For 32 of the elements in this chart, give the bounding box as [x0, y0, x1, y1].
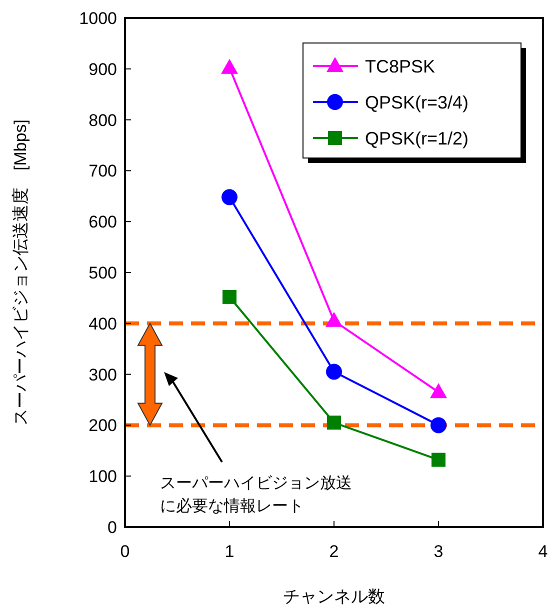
- x-tick-label: 4: [538, 542, 548, 561]
- y-tick-label: 100: [88, 467, 117, 486]
- point: [222, 189, 238, 206]
- y-tick-label: 300: [88, 365, 117, 384]
- y-tick-label: 800: [88, 110, 117, 130]
- point: [221, 58, 238, 74]
- y-axis-title: スーパーハイビジョン伝送速度 [Mbps]: [11, 119, 30, 426]
- x-tick-label: 3: [434, 542, 444, 561]
- y-tick-label: 900: [88, 60, 117, 79]
- y-tick-label: 600: [88, 212, 117, 232]
- y-tick-label: 0: [108, 518, 117, 537]
- legend-label: QPSK(r=3/4): [365, 92, 469, 112]
- point: [430, 383, 447, 398]
- y-tick-label: 700: [88, 162, 117, 181]
- point: [222, 290, 236, 304]
- y-tick-label: 500: [88, 263, 117, 282]
- legend-label: TC8PSK: [365, 56, 436, 76]
- x-tick-label: 1: [224, 542, 234, 561]
- y-tick-label: 400: [88, 314, 117, 334]
- point: [327, 416, 341, 430]
- y-tick-label: 200: [88, 416, 117, 436]
- annotation: スーパーハイビジョン放送: [160, 475, 352, 492]
- annotation: に必要な情報レート: [160, 497, 304, 515]
- x-axis-title: チャンネル数: [283, 587, 385, 606]
- point: [432, 452, 446, 467]
- y-tick-label: 1000: [79, 8, 117, 28]
- x-tick-label: 0: [120, 542, 130, 561]
- point: [430, 417, 446, 434]
- x-tick-label: 2: [329, 542, 339, 561]
- point: [326, 312, 342, 327]
- point: [326, 364, 342, 380]
- legend-label: QPSK(r=1/2): [365, 128, 469, 148]
